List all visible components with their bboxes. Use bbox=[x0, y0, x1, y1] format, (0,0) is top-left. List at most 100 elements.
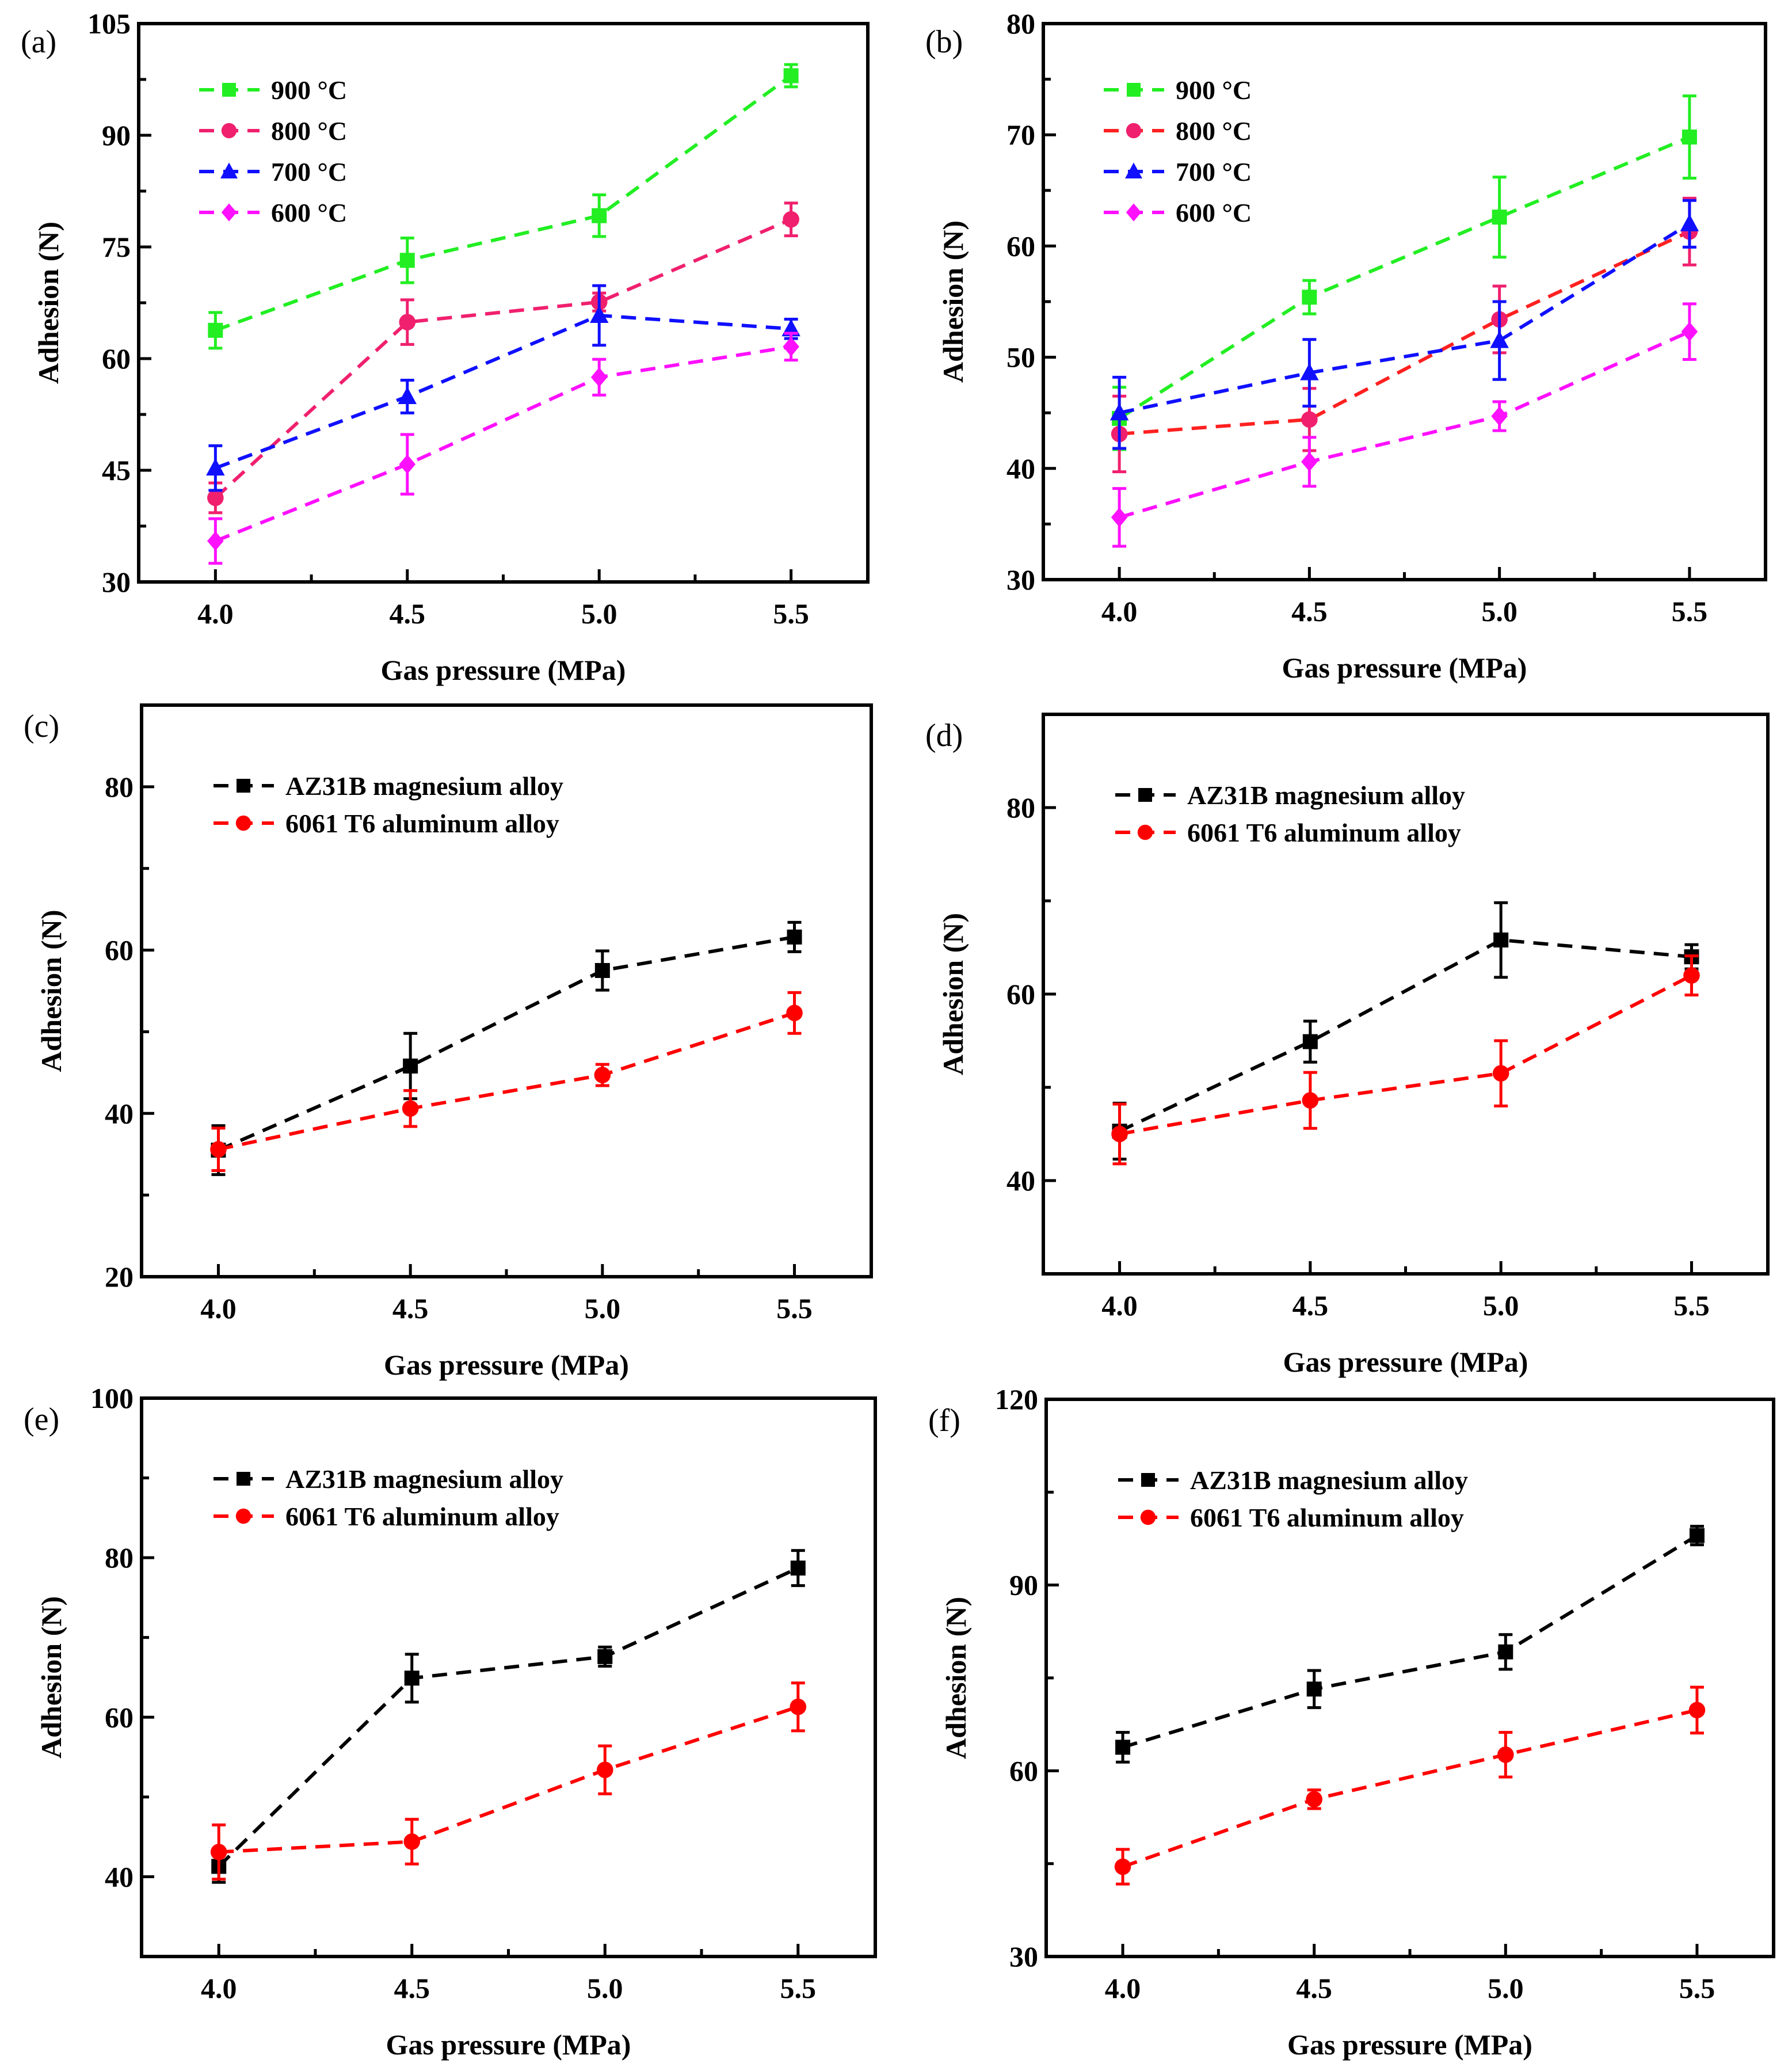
series-line bbox=[218, 1011, 795, 1151]
x-axis-label: Gas pressure (MPa) bbox=[1287, 2028, 1532, 2061]
marker-circle bbox=[1111, 1125, 1128, 1143]
x-tick-label: 5.5 bbox=[1679, 1972, 1715, 2004]
legend-label: 6061 T6 aluminum alloy bbox=[1187, 818, 1461, 847]
series-1 bbox=[210, 1681, 807, 1881]
series-line bbox=[1122, 1534, 1698, 1749]
y-tick-label: 50 bbox=[1006, 341, 1035, 374]
marker-square bbox=[237, 1472, 250, 1486]
legend-label: 6061 T6 aluminum alloy bbox=[285, 809, 559, 838]
marker-square bbox=[790, 1560, 806, 1576]
marker-square bbox=[1306, 1681, 1322, 1697]
marker-diamond bbox=[1111, 507, 1128, 527]
panel-c: 20 40 60 80 4.0 4.5 5.0 5.5 Gas pressure (MPa) Ad… bbox=[24, 703, 873, 1381]
x-tick-label: 5.5 bbox=[776, 1292, 813, 1324]
x-axis-label: Gas pressure (MPa) bbox=[1282, 652, 1527, 684]
marker-circle bbox=[596, 1761, 613, 1779]
marker-triangle bbox=[1490, 330, 1509, 348]
y-tick-label: 60 bbox=[105, 1701, 134, 1733]
marker-triangle bbox=[1300, 363, 1319, 380]
marker-circle bbox=[1306, 1791, 1322, 1808]
marker-square bbox=[1127, 83, 1141, 97]
series-1 bbox=[1114, 1685, 1706, 1886]
marker-diamond bbox=[1681, 322, 1698, 342]
legend-label: 600 °C bbox=[271, 198, 347, 227]
marker-square bbox=[1682, 130, 1697, 145]
series-line bbox=[1118, 135, 1691, 420]
marker-square bbox=[1115, 1740, 1131, 1755]
marker-circle bbox=[1137, 824, 1153, 840]
series-0 bbox=[211, 1549, 806, 1884]
panel-label: (a) bbox=[21, 24, 56, 60]
y-tick-label: 90 bbox=[1009, 1569, 1038, 1601]
y-axis-label: Adhesion (N) bbox=[937, 220, 969, 383]
panel-label: (c) bbox=[24, 709, 59, 744]
series-1 bbox=[207, 201, 799, 515]
x-tick-label: 5.0 bbox=[1488, 1972, 1524, 2004]
marker-square bbox=[1498, 1644, 1513, 1659]
marker-circle bbox=[235, 815, 251, 831]
marker-square bbox=[783, 68, 799, 83]
series-line bbox=[1119, 222, 1691, 415]
y-tick-label: 20 bbox=[105, 1261, 134, 1293]
x-tick-label: 4.0 bbox=[1105, 1972, 1141, 2004]
x-tick-label: 4.0 bbox=[201, 1972, 237, 2004]
marker-circle bbox=[221, 123, 237, 139]
x-tick-label: 4.0 bbox=[1101, 595, 1138, 627]
series-line bbox=[214, 218, 792, 500]
marker-circle bbox=[1301, 411, 1318, 428]
y-tick-label: 60 bbox=[105, 934, 134, 966]
series-1 bbox=[210, 991, 803, 1173]
marker-square bbox=[404, 1670, 420, 1686]
x-tick-label: 5.0 bbox=[1483, 1289, 1519, 1322]
series-3 bbox=[1111, 302, 1698, 548]
y-axis-label: Adhesion (N) bbox=[937, 913, 969, 1075]
series-line bbox=[1119, 938, 1692, 1133]
x-tick-label: 4.5 bbox=[1296, 1972, 1332, 2004]
x-axis-label: Gas pressure (MPa) bbox=[381, 654, 626, 686]
marker-diamond bbox=[1126, 203, 1142, 222]
marker-square bbox=[1302, 290, 1317, 305]
marker-square bbox=[1689, 1528, 1705, 1543]
series-2 bbox=[206, 284, 800, 492]
series-line bbox=[1119, 330, 1691, 519]
marker-triangle bbox=[398, 387, 417, 404]
y-tick-label: 105 bbox=[87, 7, 131, 40]
y-tick-label: 40 bbox=[1006, 452, 1035, 485]
marker-triangle bbox=[220, 162, 238, 178]
marker-triangle bbox=[1109, 403, 1129, 421]
x-tick-label: 4.5 bbox=[394, 1972, 430, 2004]
marker-square bbox=[1492, 210, 1507, 225]
marker-square bbox=[399, 253, 415, 268]
panel-b: 30 40 50 60 70 80 4.0 4.5 5.0 5.5 Gas pressure (MP… bbox=[925, 7, 1767, 684]
marker-circle bbox=[235, 1508, 251, 1524]
series-2 bbox=[1109, 199, 1699, 450]
series-line bbox=[1119, 973, 1692, 1136]
x-tick-label: 4.0 bbox=[200, 1292, 237, 1324]
marker-square bbox=[222, 83, 236, 97]
marker-diamond bbox=[590, 367, 608, 387]
x-axis-label: Gas pressure (MPa) bbox=[386, 2028, 631, 2061]
legend-label: 700 °C bbox=[1176, 157, 1252, 186]
y-axis-label: Adhesion (N) bbox=[32, 222, 64, 384]
y-tick-label: 80 bbox=[1006, 7, 1035, 40]
x-tick-label: 5.0 bbox=[1481, 595, 1518, 627]
series-line bbox=[1122, 1708, 1698, 1868]
x-tick-label: 4.0 bbox=[1101, 1289, 1138, 1322]
panel-label: (d) bbox=[925, 718, 963, 753]
series-1 bbox=[1111, 954, 1700, 1166]
y-tick-label: 120 bbox=[995, 1383, 1038, 1415]
legend-label: 600 °C bbox=[1176, 198, 1252, 227]
marker-square bbox=[1138, 788, 1152, 802]
y-tick-label: 80 bbox=[1006, 791, 1035, 824]
marker-diamond bbox=[1301, 452, 1318, 472]
x-tick-label: 5.5 bbox=[780, 1972, 817, 2004]
marker-square bbox=[592, 208, 607, 223]
x-tick-label: 5.5 bbox=[1672, 595, 1708, 627]
x-axis-label: Gas pressure (MPa) bbox=[1283, 1346, 1528, 1378]
y-tick-label: 60 bbox=[1006, 978, 1035, 1010]
panel-label: (f) bbox=[928, 1403, 960, 1438]
marker-square bbox=[597, 1649, 613, 1664]
series-0 bbox=[208, 63, 799, 350]
series-0 bbox=[1115, 1524, 1705, 1764]
